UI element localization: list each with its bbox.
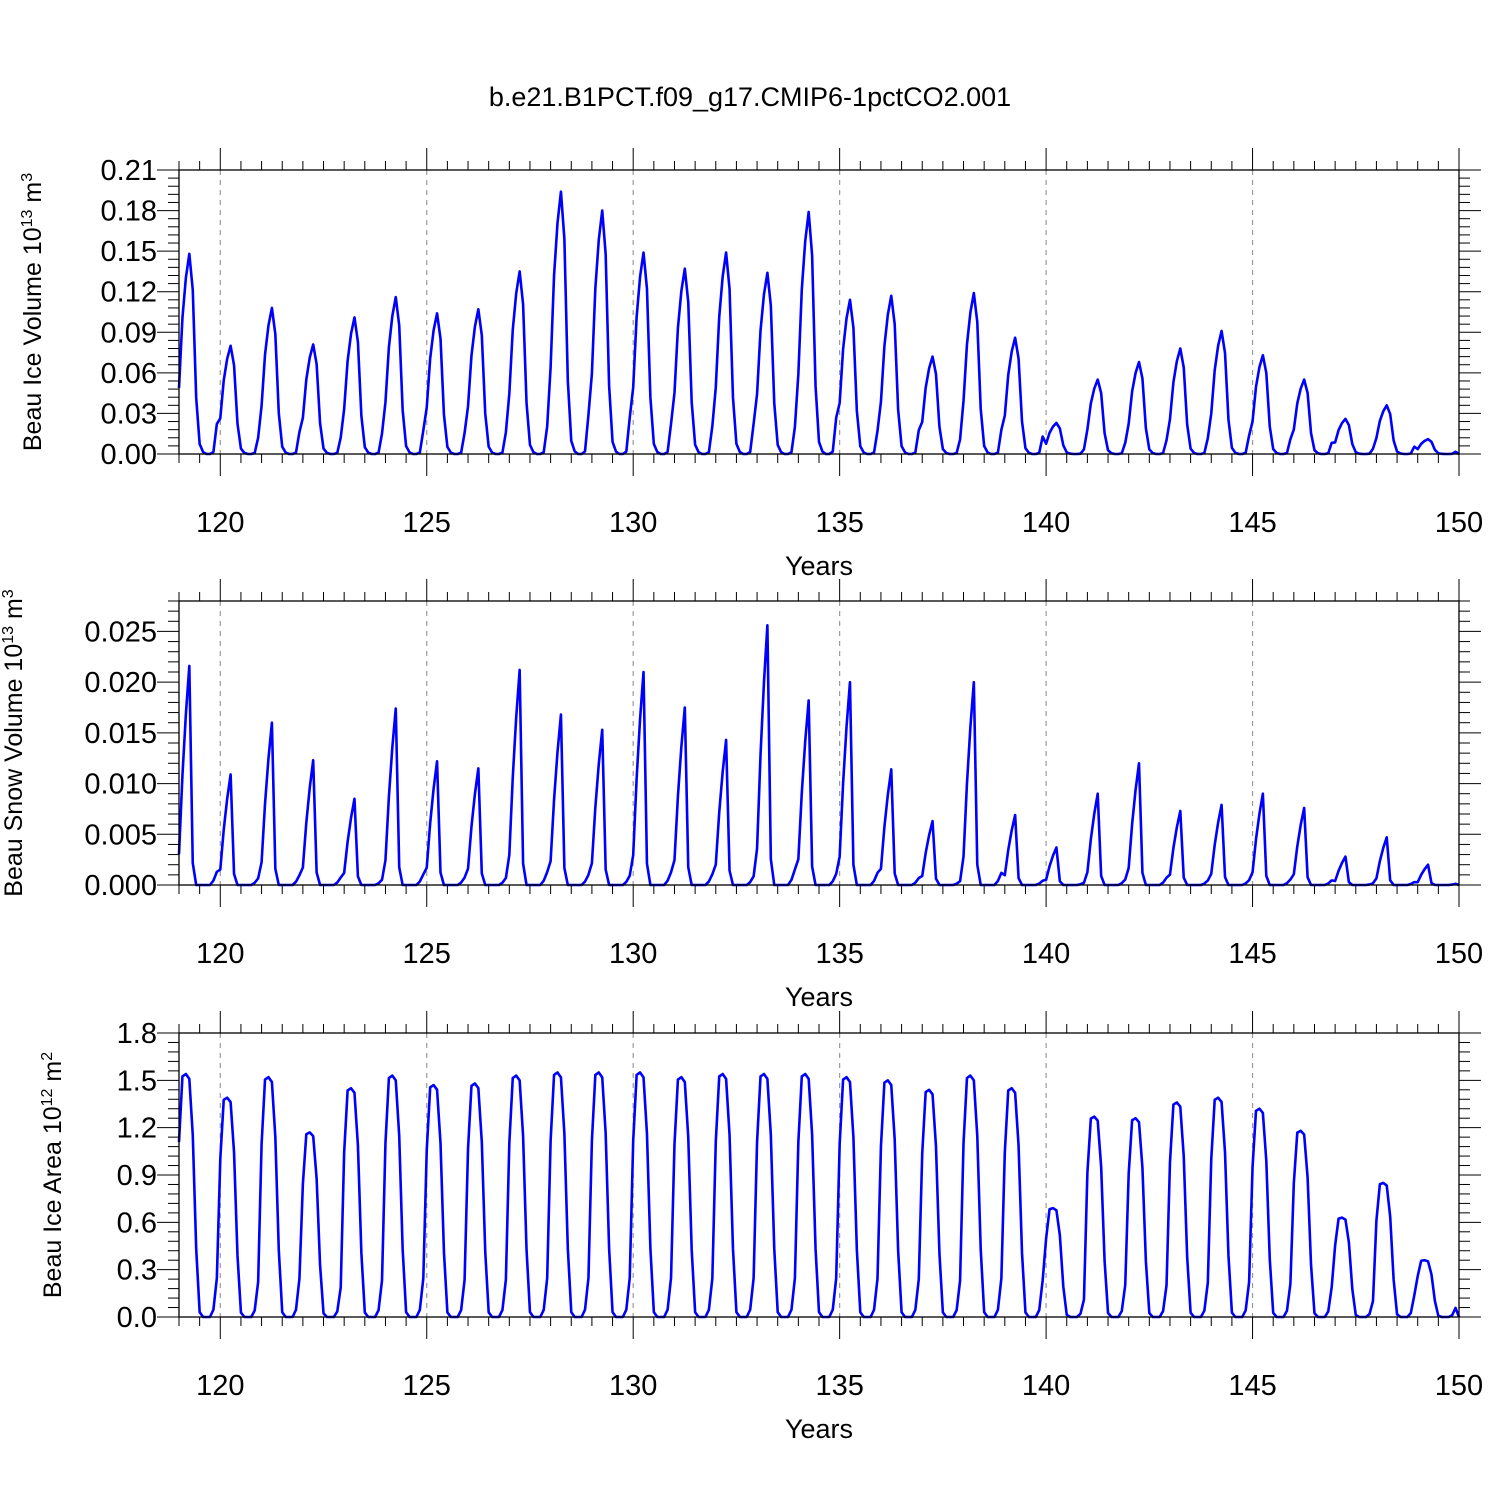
y-axis-label-superscript: 3 — [0, 589, 17, 598]
x-tick-label: 135 — [815, 1370, 863, 1402]
y-axis-label-superscript: 3 — [19, 173, 36, 182]
y-tick-label: 0.9 — [117, 1160, 157, 1192]
y-axis-label-part: m — [19, 182, 47, 210]
x-tick-label: 120 — [196, 1370, 244, 1402]
x-tick-label: 140 — [1022, 507, 1070, 539]
y-tick-label: 0.12 — [101, 277, 157, 309]
x-tick-label: 140 — [1022, 938, 1070, 970]
x-tick-label: 125 — [403, 938, 451, 970]
plot-frame — [178, 169, 1460, 455]
y-axis-label-superscript: 12 — [39, 1088, 56, 1106]
y-axis-label-superscript: 13 — [0, 626, 17, 644]
y-tick-label: 1.5 — [117, 1065, 157, 1097]
y-axis-label-superscript: 2 — [39, 1052, 56, 1061]
y-axis-label-part: Beau Snow Volume 10 — [0, 644, 28, 897]
y-tick-label: 0.21 — [101, 155, 157, 187]
x-tick-label: 130 — [609, 1370, 657, 1402]
x-tick-label: 120 — [196, 938, 244, 970]
y-tick-label: 1.8 — [117, 1018, 157, 1050]
x-tick-label: 135 — [815, 507, 863, 539]
y-tick-label: 0.15 — [101, 236, 157, 268]
x-tick-label: 135 — [815, 938, 863, 970]
y-tick-label: 1.2 — [117, 1113, 157, 1145]
x-tick-label: 120 — [196, 507, 244, 539]
plot-frame — [178, 600, 1460, 886]
x-axis-label: Years — [785, 551, 853, 581]
y-axis-label-part: Beau Ice Volume 10 — [19, 227, 47, 451]
y-tick-label: 0.020 — [84, 667, 157, 699]
chart-title: b.e21.B1PCT.f09_g17.CMIP6-1pctCO2.001 — [489, 82, 1011, 112]
y-tick-label: 0.18 — [101, 196, 157, 228]
x-tick-label: 145 — [1228, 938, 1276, 970]
y-tick-label: 0.025 — [84, 616, 157, 648]
x-tick-label: 125 — [403, 1370, 451, 1402]
y-tick-label: 0.09 — [101, 317, 157, 349]
series-line — [177, 624, 1460, 887]
series-line — [177, 190, 1460, 456]
x-tick-label: 150 — [1435, 1370, 1483, 1402]
x-axis-label: Years — [785, 982, 853, 1012]
series-line — [177, 1071, 1461, 1319]
x-tick-label: 130 — [609, 938, 657, 970]
x-tick-label: 130 — [609, 507, 657, 539]
x-tick-label: 145 — [1228, 507, 1276, 539]
y-tick-label: 0.005 — [84, 819, 157, 851]
y-tick-label: 0.3 — [117, 1255, 157, 1287]
y-tick-label: 0.0 — [117, 1302, 157, 1334]
y-tick-label: 0.06 — [101, 358, 157, 390]
y-tick-label: 0.6 — [117, 1207, 157, 1239]
y-axis-label: Beau Snow Volume 1013 m3 — [0, 589, 28, 897]
x-tick-label: 150 — [1435, 507, 1483, 539]
y-axis-label-part: m — [39, 1061, 67, 1089]
x-tick-label: 145 — [1228, 1370, 1276, 1402]
x-tick-label: 150 — [1435, 938, 1483, 970]
panel-2: 0.000 0.005 0.010 0.015 0.020 0.025 120 125 130 1… — [0, 579, 1483, 1012]
y-tick-label: 0.000 — [84, 870, 157, 902]
y-tick-label: 0.010 — [84, 769, 157, 801]
x-axis-label: Years — [785, 1414, 853, 1444]
y-axis-label-superscript: 13 — [19, 209, 36, 227]
y-axis-label-part: Beau Ice Area 10 — [39, 1106, 67, 1298]
y-axis-label: Beau Ice Volume 1013 m3 — [19, 173, 47, 451]
y-axis-label: Beau Ice Area 1012 m2 — [39, 1052, 67, 1298]
y-axis-label-part: m — [0, 598, 28, 626]
y-tick-label: 0.015 — [84, 718, 157, 750]
y-tick-label: 0.00 — [101, 439, 157, 471]
panel-3: 0.0 0.3 0.6 0.9 1.2 1.5 1.8 120 125 130 135 140 145 1… — [39, 1011, 1483, 1444]
x-tick-label: 140 — [1022, 1370, 1070, 1402]
y-tick-label: 0.03 — [101, 398, 157, 430]
panel-1: 0.00 0.03 0.06 0.09 0.12 0.15 0.18 0.21 120 125 13… — [19, 148, 1483, 581]
x-tick-label: 125 — [403, 507, 451, 539]
